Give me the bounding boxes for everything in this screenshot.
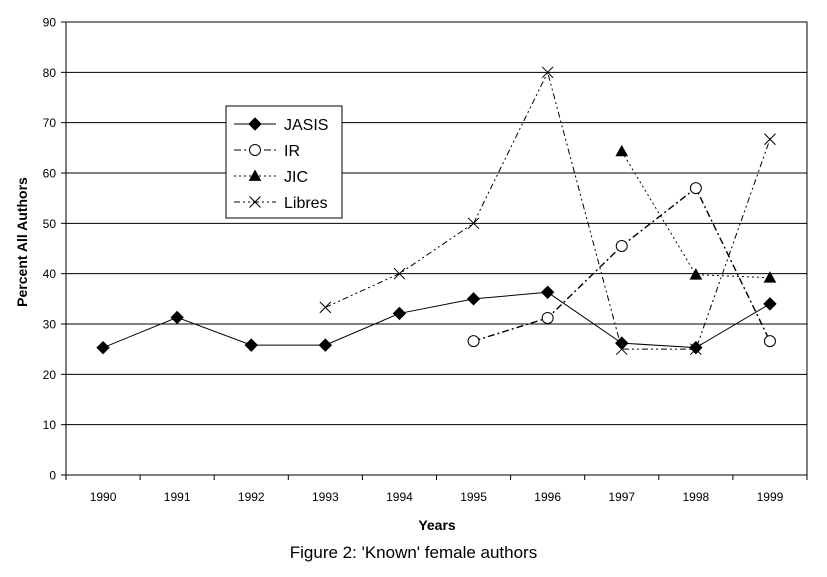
series-line-jic (621, 151, 770, 279)
x-tick-label: 1990 (90, 490, 117, 504)
x-axis-ticks: 1990 1991 1992 1993 1994 1995 1996 1997 1998 1999 (65, 475, 808, 504)
x-axis-label: Years (418, 517, 456, 533)
x-tick-label: 1993 (312, 490, 339, 504)
data-point-jasis (244, 338, 258, 352)
y-tick-label: 80 (43, 66, 57, 80)
gridlines (66, 71, 807, 426)
legend-marker-libres (249, 196, 261, 208)
data-point-jic (615, 144, 629, 157)
data-point-libres (319, 301, 332, 314)
plot-area (65, 21, 808, 476)
legend-marker-jasis (248, 117, 262, 131)
y-tick-label: 70 (43, 116, 57, 130)
y-axis-ticks: 0 10 20 30 40 50 60 70 80 90 (43, 16, 66, 483)
data-point-jic (689, 268, 703, 280)
x-tick-label: 1998 (682, 490, 709, 504)
data-point-libres (467, 217, 480, 230)
x-tick-label: 1999 (757, 490, 784, 504)
legend: JASIS IR JIC Libres (225, 105, 343, 219)
data-point-jasis (318, 338, 333, 352)
x-tick-label: 1995 (460, 490, 487, 504)
y-tick-label: 40 (43, 267, 57, 281)
legend-marker-ir (249, 144, 261, 156)
x-tick-label: 1994 (386, 490, 413, 504)
data-point-jasis (615, 336, 629, 350)
legend-label-jasis: JASIS (284, 117, 328, 134)
data-point-jasis (466, 292, 481, 306)
legend-label-libres: Libres (284, 195, 328, 212)
data-point-libres (764, 133, 776, 146)
data-point-ir (689, 182, 702, 195)
y-tick-label: 30 (43, 318, 57, 332)
series-line-jasis (102, 291, 771, 349)
legend-box (225, 105, 343, 219)
series-group (96, 66, 777, 356)
data-point-jasis (96, 340, 110, 355)
figure-caption: Figure 2: 'Known' female authors (289, 543, 538, 562)
x-tick-label: 1997 (608, 490, 635, 504)
data-point-libres (689, 343, 702, 356)
y-tick-label: 10 (43, 418, 57, 432)
data-point-jic (763, 271, 777, 283)
y-tick-label: 50 (43, 217, 57, 231)
data-point-jasis (763, 297, 777, 311)
y-tick-label: 20 (43, 368, 57, 382)
x-tick-label: 1996 (534, 490, 561, 504)
legend-marker-jic (248, 169, 262, 181)
data-point-ir (615, 239, 628, 252)
data-point-libres (541, 66, 554, 79)
data-point-jasis (540, 285, 555, 299)
data-point-libres (615, 343, 628, 356)
data-point-jasis (392, 306, 407, 321)
data-point-libres (393, 267, 406, 280)
y-axis-label: Percent All Authors (14, 177, 30, 307)
x-tick-label: 1991 (164, 490, 191, 504)
x-tick-label: 1992 (238, 490, 265, 504)
legend-label-jic: JIC (284, 169, 308, 186)
y-tick-label: 60 (43, 167, 57, 181)
data-point-jasis (689, 340, 703, 355)
y-tick-label: 0 (49, 469, 56, 483)
data-point-ir (763, 335, 776, 348)
data-point-ir (467, 335, 480, 348)
data-point-jasis (170, 310, 184, 325)
legend-label-ir: IR (284, 143, 300, 160)
data-point-ir (541, 311, 554, 324)
series-line-libres (325, 70, 771, 350)
y-tick-label: 90 (43, 16, 57, 30)
